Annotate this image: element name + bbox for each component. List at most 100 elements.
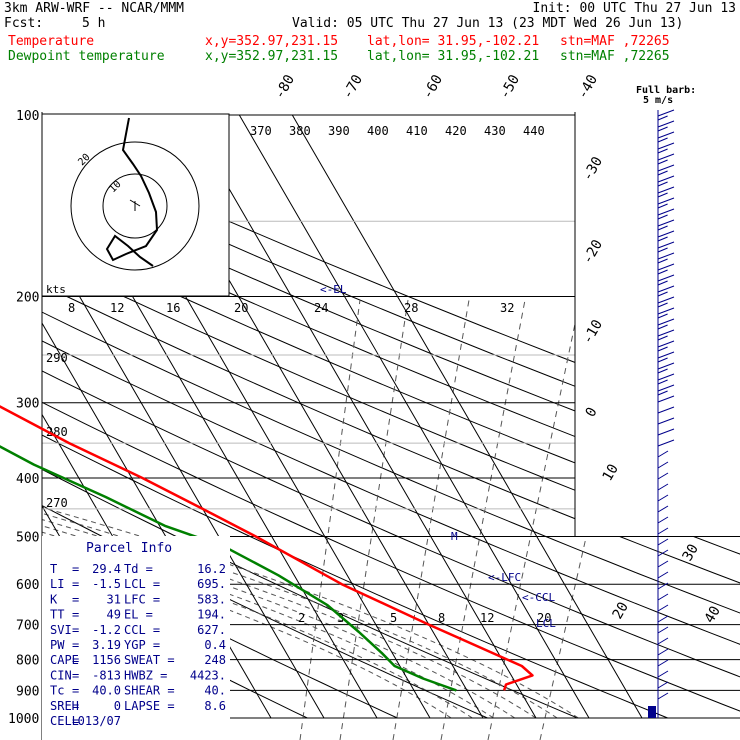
parcel-param-name: SVI [50, 623, 72, 637]
wind-barb [657, 439, 675, 447]
temperature-xy: x,y=352.97,231.15 [205, 34, 339, 49]
wind-barb [657, 648, 669, 656]
parcel-param-value: -813 [92, 668, 121, 682]
wind-barb [657, 390, 668, 396]
mixing-ratio-line [440, 299, 526, 740]
isotherm-label: -30 [580, 154, 607, 184]
mixing-ratio-label: 24 [314, 301, 328, 315]
wind-barb [657, 670, 669, 678]
wind-barb [657, 296, 675, 304]
temperature-latlon: lat,lon= 31.95,-102.21 [367, 34, 540, 49]
dewpoint-profile-line [0, 445, 457, 692]
pressure-tick-label: 200 [16, 291, 39, 306]
isotherm-label: -60 [420, 72, 447, 102]
parcel-equals: = [72, 638, 79, 652]
mixing-ratio-label: 8 [438, 611, 445, 625]
parcel-equals: = [72, 714, 79, 728]
parcel-param-name: K [50, 592, 58, 606]
wind-barb [657, 604, 669, 612]
isotherm-label: 40 [702, 603, 724, 626]
wind-barb [657, 549, 669, 557]
mixing-ratio-label: 12 [110, 301, 124, 315]
theta-label: 440 [523, 124, 545, 138]
dry-adiabat [42, 114, 740, 719]
parcel-equals: = [72, 668, 79, 682]
barb-key-speed: 5 m/s [643, 95, 673, 106]
wind-barb [657, 681, 669, 689]
surface-barb-cluster [648, 706, 656, 718]
parcel-param-name: CELL [50, 714, 79, 728]
parcel-param-name: SWEAT = [124, 653, 175, 667]
wind-barb [657, 379, 668, 385]
parcel-param-value: 49 [107, 608, 121, 622]
wind-barb [657, 560, 669, 568]
wind-barb [657, 280, 668, 286]
mixing-ratio-label: 8 [68, 301, 75, 315]
pressure-tick-label: 400 [16, 472, 39, 487]
mixing-ratio-label: 2 [298, 611, 305, 625]
wind-barb [657, 472, 669, 480]
mixing-ratio-line [392, 299, 470, 740]
wind-barb [657, 692, 669, 700]
theta-label: 270 [46, 496, 68, 510]
wind-barb [657, 516, 669, 524]
parcel-param-value: 1156 [92, 653, 121, 667]
wind-barb [657, 307, 675, 315]
parcel-param-value: 583. [197, 592, 226, 606]
wind-barb [657, 285, 675, 293]
wind-barb [657, 346, 668, 352]
wind-barb [657, 126, 668, 132]
isotherm-line [291, 114, 643, 719]
parcel-param-name: EL = [124, 608, 153, 622]
wind-barb [657, 291, 668, 297]
parcel-info-panel [42, 536, 230, 740]
parcel-param-name: SREH [50, 699, 79, 713]
mixing-ratio-label: 20 [234, 301, 248, 315]
temperature-profile-line [0, 405, 534, 691]
parcel-param-value: 3.19 [92, 638, 121, 652]
parcel-param-name: TT [50, 608, 64, 622]
pressure-tick-label: 1000 [8, 712, 39, 727]
wind-barb [657, 230, 675, 238]
dewpoint-station: stn=MAF ,72265 [560, 49, 670, 64]
wind-barb [657, 263, 675, 271]
isotherm-label: 10 [600, 461, 622, 484]
wind-barb [657, 269, 668, 275]
parcel-param-name: Tc [50, 684, 64, 698]
isotherm-line [0, 115, 6, 718]
wind-barb [657, 461, 669, 469]
wind-barb [657, 324, 668, 330]
wind-barb [657, 164, 675, 172]
model-title: 3km ARW-WRF -- NCAR/MMM [4, 1, 185, 16]
wind-barb [657, 417, 675, 425]
mixing-ratio-line [487, 299, 581, 740]
mixing-ratio-label: 16 [166, 301, 180, 315]
theta-label: 390 [328, 124, 350, 138]
wind-barb [657, 302, 668, 308]
wind-barb [657, 219, 675, 227]
theta-label: 370 [250, 124, 272, 138]
wind-barb [657, 181, 668, 187]
parcel-equals: = [72, 699, 79, 713]
parcel-equals: = [72, 577, 79, 591]
parcel-param-value: 0 [114, 699, 121, 713]
level-m-marker: M [451, 530, 458, 543]
wind-barb [657, 274, 675, 282]
parcel-param-value: 40.0 [92, 684, 121, 698]
parcel-param-value: -1.2 [92, 623, 121, 637]
wind-barb [657, 335, 668, 341]
moist-adiabat [42, 321, 537, 719]
parcel-param-name: CAPE [50, 653, 79, 667]
wind-barb [657, 197, 675, 205]
pressure-tick-label: 600 [16, 578, 39, 593]
parcel-param-name: CCL = [124, 623, 160, 637]
wind-barbs [648, 109, 675, 718]
hodograph-trace [105, 117, 159, 267]
moist-adiabat [42, 321, 558, 719]
pressure-tick-label: 800 [16, 654, 39, 669]
mixing-ratio-label: 32 [500, 301, 514, 315]
parcel-param-name: LCL = [124, 577, 160, 591]
parcel-param-name: LFC = [124, 592, 160, 606]
wind-barb [657, 659, 669, 667]
